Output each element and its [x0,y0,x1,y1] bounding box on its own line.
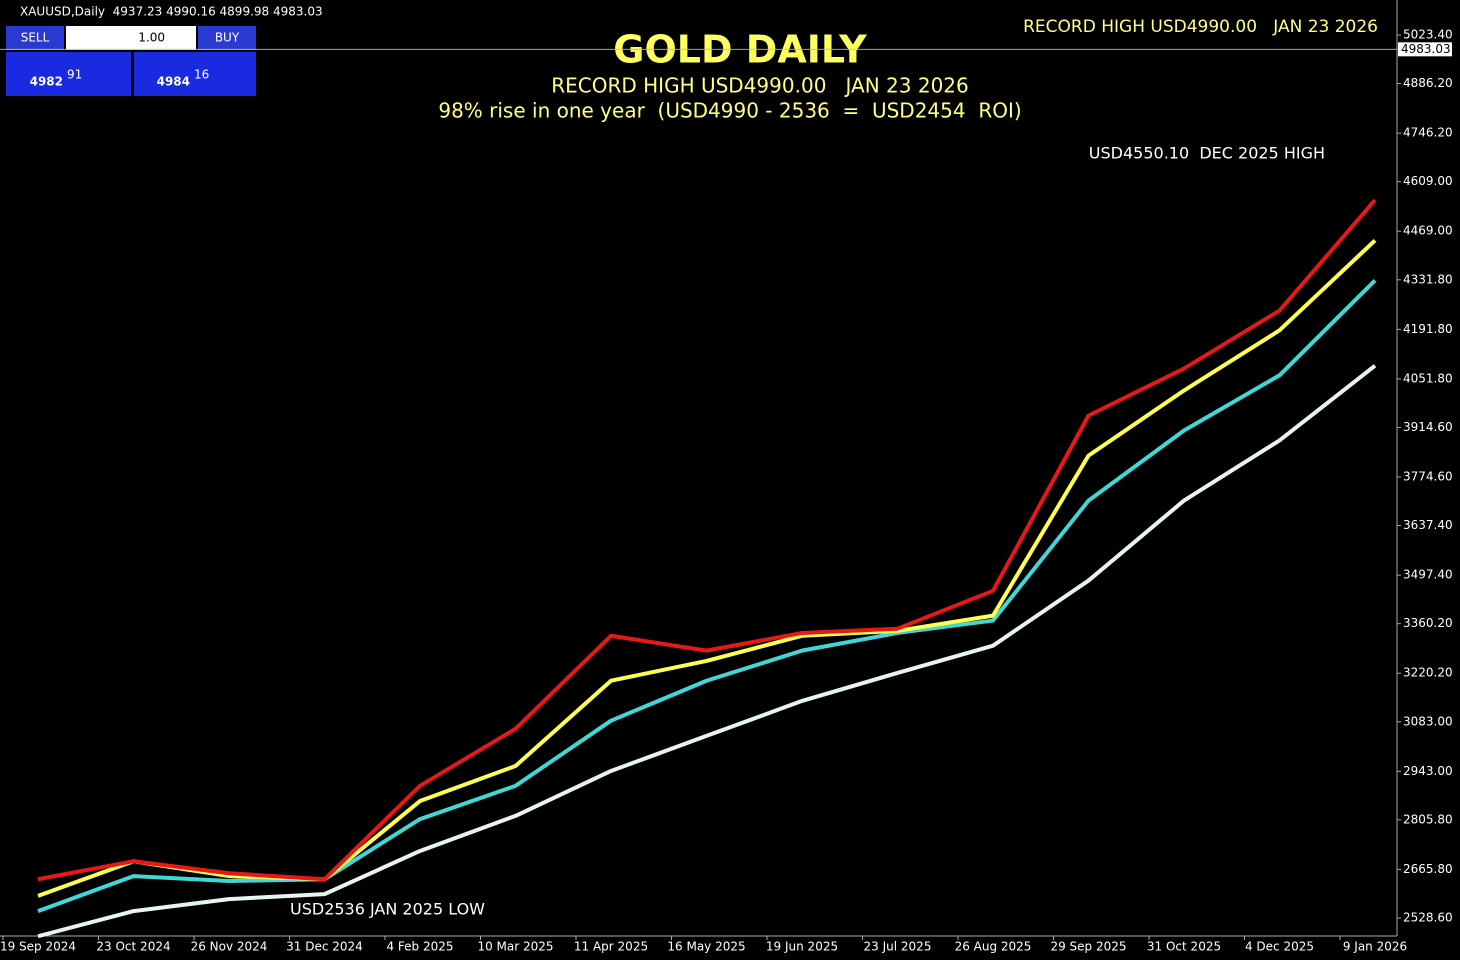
annotation: USD4550.10 DEC 2025 HIGH [1089,144,1325,163]
sell-price-small: 91 [67,68,82,82]
x-tick-label: 4 Dec 2025 [1245,940,1314,954]
x-tick-label: 19 Sep 2024 [0,940,76,954]
annotation: USD2536 JAN 2025 LOW [290,900,485,919]
y-tick-label: 2528.60 [1403,910,1453,924]
buy-label: BUY [215,31,240,45]
y-tick-label: 4886.20 [1403,76,1453,90]
x-tick-label: 9 Jan 2026 [1343,940,1407,954]
y-tick-label: 2943.00 [1403,764,1453,778]
x-tick-label: 31 Dec 2024 [286,940,363,954]
y-tick-label: 2805.80 [1403,812,1453,826]
ma-line [37,364,1377,939]
header: XAUUSD,Daily 4937.23 4990.16 4899.98 498… [20,5,323,19]
x-tick-label: 23 Oct 2024 [96,940,170,954]
ma-line [37,279,1377,913]
y-tick-label: 4331.80 [1403,272,1453,286]
buy-price-small: 16 [194,68,209,82]
x-tick-label: 10 Mar 2025 [477,940,553,954]
y-tick-label: 4609.00 [1403,174,1453,188]
x-tick-label: 23 Jul 2025 [864,940,932,954]
y-tick-label: 3637.40 [1403,518,1453,532]
x-tick-label: 19 Jun 2025 [766,940,838,954]
y-tick-label: 4746.20 [1403,126,1453,140]
y-tick-label: 4469.00 [1403,224,1453,238]
y-tick-label: 2665.80 [1403,862,1453,876]
x-tick-label: 31 Oct 2025 [1147,940,1221,954]
x-tick-label: 4 Feb 2025 [386,940,453,954]
buy-price-big: 4984 [157,75,190,89]
y-tick-label: 3914.60 [1403,420,1453,434]
sell-label: SELL [21,31,50,45]
x-tick-label: 26 Aug 2025 [955,940,1032,954]
x-tick-label: 26 Nov 2024 [191,940,268,954]
chart-subtitle: RECORD HIGH USD4990.00 JAN 23 2026 [551,74,969,98]
sell-button[interactable] [6,26,64,50]
buy-button[interactable] [198,26,256,50]
lots-input[interactable] [66,26,196,50]
ma-line [37,198,1377,882]
sell-price-big: 4982 [30,75,63,89]
sell-price-box[interactable] [6,52,131,96]
x-tick-label: 29 Sep 2025 [1050,940,1126,954]
x-tick-label: 11 Apr 2025 [574,940,648,954]
lots-value: 1.00 [138,31,165,45]
y-tick-label: 3497.40 [1403,568,1453,582]
y-tick-label: 3083.00 [1403,714,1453,728]
buy-price-box[interactable] [134,52,256,96]
y-tick-label: 4051.80 [1403,371,1453,385]
y-tick-label: 4191.80 [1403,322,1453,336]
chart-subtitle: 98% rise in one year (USD4990 - 2536 = U… [438,99,1021,123]
annotation: RECORD HIGH USD4990.00 JAN 23 2026 [1023,17,1378,37]
trade-panel: SELL 1.00 BUY 4982 91 4984 16 [6,26,256,96]
y-tick-label: 3220.20 [1403,666,1453,680]
last-price-label: 4983.03 [1401,42,1451,56]
y-tick-label: 5023.40 [1403,28,1453,42]
last-price-box [1398,42,1452,57]
y-tick-label: 3774.60 [1403,470,1453,484]
x-tick-label: 16 May 2025 [667,940,745,954]
y-tick-label: 3360.20 [1403,616,1453,630]
